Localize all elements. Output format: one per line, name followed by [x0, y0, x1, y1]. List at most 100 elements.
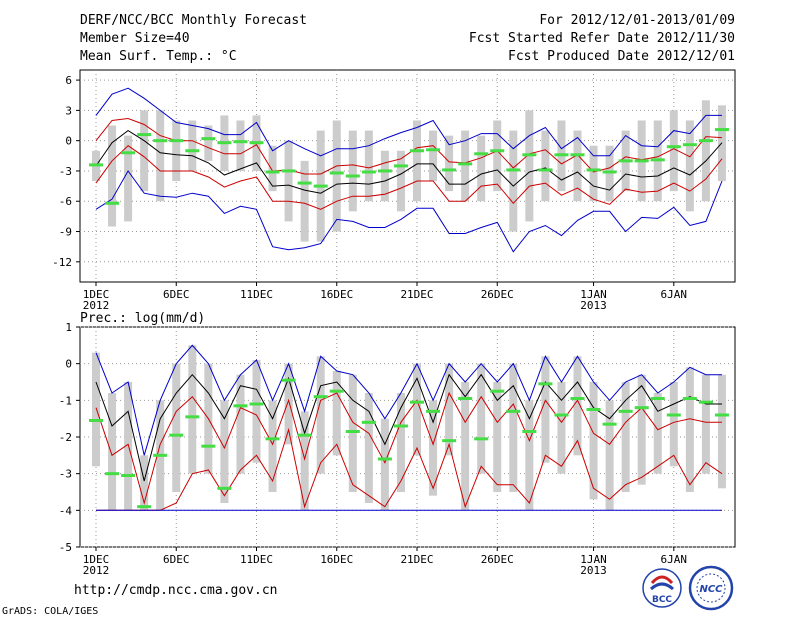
temp-observation-marker [698, 139, 713, 143]
prec-observation-marker [233, 404, 248, 408]
temp-ytick-label: -9 [59, 226, 72, 239]
temp-observation-marker [185, 149, 200, 153]
temp-observation-marker [121, 151, 136, 155]
temp-xtick-label: 21DEC [400, 288, 433, 301]
temp-range-bar [300, 160, 309, 242]
prec-xtick-label: 26DEC [481, 553, 514, 566]
prec-observation-marker [313, 395, 328, 399]
ncc-logo-text: NCC [699, 584, 723, 595]
prec-range-bar [461, 382, 470, 511]
temp-observation-marker [265, 170, 280, 174]
temp-observation-marker [410, 149, 424, 153]
prec-observation-marker [377, 457, 392, 461]
figure-title: DERF/NCC/BCC Monthly Forecast [80, 13, 307, 28]
prec-range-bar [413, 363, 421, 456]
temp-observation-marker [137, 133, 152, 137]
bcc-logo-ring [642, 568, 682, 608]
temp-observation-marker [618, 159, 633, 163]
prec-xtick-label: 11DEC [240, 553, 273, 566]
prec-observation-marker [105, 472, 120, 476]
prec-range-bar [621, 382, 630, 492]
prec-observation-marker [281, 378, 296, 382]
temp-observation-marker [345, 174, 360, 178]
temp-range-bar [445, 135, 454, 192]
prec-range-bar [445, 363, 454, 456]
temp-range-bar [525, 110, 534, 222]
temp-ytick-label: 3 [65, 104, 72, 117]
temp-range-bar [156, 110, 165, 202]
temp-xtick-year: 2013 [580, 299, 607, 312]
prec-range-bar [172, 363, 181, 492]
prec-range-bar [573, 356, 582, 456]
prec-range-bar [140, 455, 149, 511]
temp-observation-marker [666, 145, 681, 149]
prec-range-bar [589, 382, 598, 500]
prec-observation-marker [137, 505, 152, 509]
temp-observation-marker [682, 143, 697, 147]
prec-range-bar [477, 363, 486, 474]
source-url: http://cmdp.ncc.cma.gov.cn [74, 583, 278, 598]
temp-observation-marker [650, 158, 665, 162]
temp-observation-marker [506, 168, 521, 172]
prec-observation-marker [329, 389, 344, 393]
prec-range-bar [493, 382, 502, 492]
temp-xtick-label: 6DEC [163, 288, 190, 301]
temp-range-bar [364, 130, 373, 202]
prec-observation-marker [586, 408, 601, 411]
prec-line-upper-spread [95, 373, 722, 482]
temp-observation-marker [361, 170, 376, 174]
temp-range-bar [477, 135, 486, 202]
temp-observation-marker [233, 140, 248, 144]
prec-observation-marker [554, 413, 569, 417]
temp-range-bar [124, 135, 133, 222]
prec-range-bar [284, 363, 293, 445]
prec-observation-marker [506, 409, 521, 413]
prec-range-bar [653, 393, 662, 474]
prec-observation-marker [169, 433, 184, 437]
temp-range-bar [188, 120, 197, 171]
prec-observation-marker [682, 397, 697, 400]
temp-xtick-label: 11DEC [240, 288, 273, 301]
temp-observation-marker [105, 201, 120, 205]
prec-observation-marker [522, 430, 537, 433]
prec-observation-marker [185, 415, 200, 419]
temp-observation-marker [490, 149, 505, 153]
temp-range-bar [380, 150, 389, 202]
precip-title: Prec.: log(mm/d) [80, 311, 205, 326]
prec-line-ensemble-max [95, 344, 722, 456]
prec-range-bar [300, 411, 309, 511]
temp-observation-marker [426, 148, 441, 152]
forecast-period: For 2012/12/01-2013/01/09 [539, 13, 735, 28]
prec-observation-marker [345, 430, 360, 433]
prec-observation-marker [666, 413, 681, 417]
prec-xtick-label: 21DEC [400, 553, 433, 566]
produced-date: Fcst Produced Date 2012/12/01 [508, 49, 735, 64]
temp-range-bar [573, 130, 582, 202]
temp-xtick-label: 26DEC [481, 288, 514, 301]
prec-xtick-label: 1JAN [580, 553, 607, 566]
variable-label: Mean Surf. Temp.: °C [80, 49, 237, 64]
prec-range-bar [509, 363, 518, 492]
temp-range-bar [140, 110, 149, 192]
temp-xtick-label: 1JAN [580, 288, 607, 301]
temp-observation-marker [538, 168, 553, 172]
temp-line-ensemble-max [95, 87, 722, 157]
temp-range-bar [429, 130, 438, 182]
prec-observation-marker [490, 389, 505, 393]
prec-line-ensemble-mean [95, 391, 722, 505]
prec-range-bar [252, 360, 261, 463]
prec-range-bar [348, 374, 357, 492]
prec-observation-marker [249, 402, 264, 406]
temp-ytick-label: -12 [52, 256, 72, 269]
temp-observation-marker [153, 139, 168, 143]
prec-range-bar [396, 393, 405, 492]
temp-range-bar [268, 145, 277, 192]
temp-range-bar [493, 120, 502, 192]
prec-observation-marker [410, 400, 424, 404]
prec-range-bar [541, 356, 550, 463]
temp-range-bar [236, 120, 245, 171]
prec-range-bar [316, 356, 325, 474]
temp-ytick-label: 6 [65, 74, 72, 87]
